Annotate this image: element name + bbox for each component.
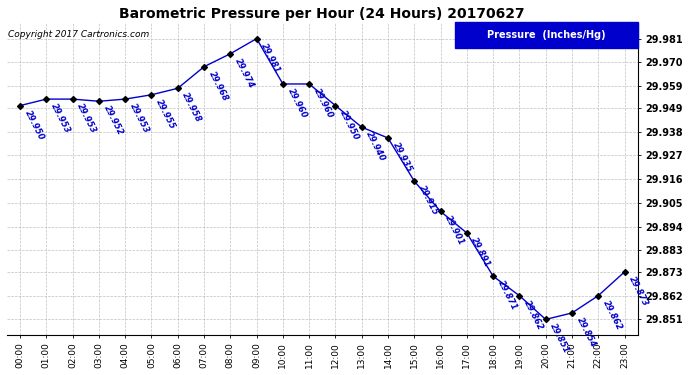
Text: 29.968: 29.968 xyxy=(207,69,230,102)
FancyBboxPatch shape xyxy=(455,22,638,48)
Title: Barometric Pressure per Hour (24 Hours) 20170627: Barometric Pressure per Hour (24 Hours) … xyxy=(119,7,525,21)
Text: 29.871: 29.871 xyxy=(496,279,519,312)
Text: 29.953: 29.953 xyxy=(128,102,150,135)
Text: 29.981: 29.981 xyxy=(259,41,282,75)
Text: 29.960: 29.960 xyxy=(286,87,308,120)
Text: 29.953: 29.953 xyxy=(75,102,98,135)
Text: 29.854: 29.854 xyxy=(575,316,598,349)
Text: 29.891: 29.891 xyxy=(470,236,493,269)
Text: 29.952: 29.952 xyxy=(101,104,124,137)
Text: 29.950: 29.950 xyxy=(338,108,361,141)
Text: Copyright 2017 Cartronics.com: Copyright 2017 Cartronics.com xyxy=(8,30,150,39)
Text: 29.862: 29.862 xyxy=(522,298,545,332)
Text: 29.950: 29.950 xyxy=(23,108,46,141)
Text: 29.851: 29.851 xyxy=(549,322,571,355)
Text: 29.862: 29.862 xyxy=(601,298,624,332)
Text: 29.901: 29.901 xyxy=(444,214,466,247)
Text: 29.935: 29.935 xyxy=(391,141,413,174)
Text: 29.960: 29.960 xyxy=(312,87,335,120)
Text: 29.955: 29.955 xyxy=(155,98,177,130)
Text: 29.873: 29.873 xyxy=(627,274,650,308)
Text: 29.958: 29.958 xyxy=(181,91,204,124)
Text: 29.940: 29.940 xyxy=(364,130,387,163)
Text: Pressure  (Inches/Hg): Pressure (Inches/Hg) xyxy=(487,30,606,40)
Text: 29.953: 29.953 xyxy=(49,102,72,135)
Text: 29.974: 29.974 xyxy=(233,57,256,90)
Text: 29.915: 29.915 xyxy=(417,184,440,217)
